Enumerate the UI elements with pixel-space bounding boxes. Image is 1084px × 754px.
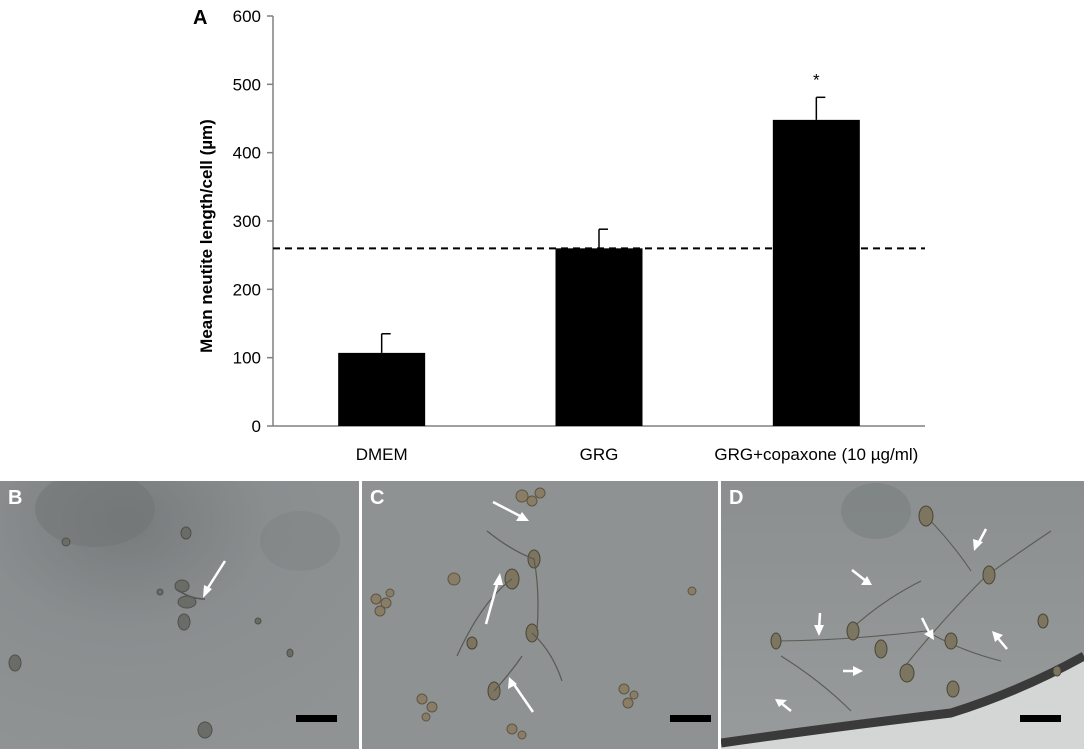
panel-label-d: D xyxy=(729,487,744,509)
bar xyxy=(772,119,860,426)
micrograph-c-image xyxy=(362,481,718,749)
y-tick-label: 300 xyxy=(233,212,261,231)
bar-chart: A Mean neutite length/cell (µm) 0 100 200 3… xyxy=(193,7,925,464)
y-tick-label: 500 xyxy=(233,75,261,94)
y-tick-label: 200 xyxy=(233,280,261,299)
x-tick-label: DMEM xyxy=(356,445,408,464)
arrow-icon xyxy=(204,560,227,592)
scale-bar xyxy=(1020,715,1061,722)
bar xyxy=(555,248,643,426)
y-tick-label: 400 xyxy=(233,144,261,163)
micrograph-d: D xyxy=(721,481,1084,749)
scale-bar xyxy=(670,715,711,722)
bar xyxy=(338,352,426,426)
micrograph-b-image xyxy=(0,481,359,749)
panel-label-a: A xyxy=(193,7,207,29)
scale-bar xyxy=(296,715,337,722)
x-tick-label: GRG+copaxone (10 µg/ml) xyxy=(714,445,918,464)
arrow-icon xyxy=(484,500,535,713)
micrograph-c: C xyxy=(362,481,718,749)
significance-marker: * xyxy=(813,70,820,89)
y-axis-label: Mean neutite length/cell (µm) xyxy=(197,119,216,353)
panel-label-c: C xyxy=(370,487,385,509)
y-tick-label: 100 xyxy=(233,349,261,368)
y-tick-label: 600 xyxy=(233,7,261,26)
panel-label-b: B xyxy=(8,487,23,509)
micrograph-d-image xyxy=(721,481,1084,749)
micrograph-b: B xyxy=(0,481,359,749)
x-tick-label: GRG xyxy=(580,445,619,464)
y-tick-label: 0 xyxy=(252,417,261,436)
